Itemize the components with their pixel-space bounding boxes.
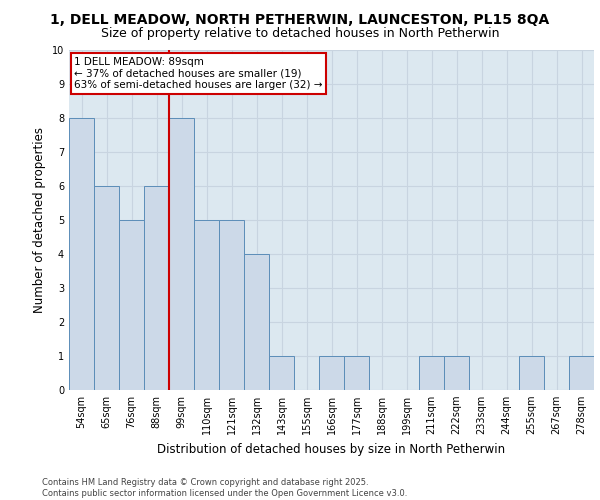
Bar [419,356,444,390]
Text: 1 DELL MEADOW: 89sqm
← 37% of detached houses are smaller (19)
63% of semi-detac: 1 DELL MEADOW: 89sqm ← 37% of detached h… [74,57,323,90]
Bar [69,118,94,390]
X-axis label: Distribution of detached houses by size in North Petherwin: Distribution of detached houses by size … [157,442,506,456]
Bar [444,356,469,390]
Bar [94,186,119,390]
Bar [144,186,169,390]
Bar [244,254,269,390]
Bar [519,356,544,390]
Bar [269,356,294,390]
Bar [119,220,144,390]
Text: 1, DELL MEADOW, NORTH PETHERWIN, LAUNCESTON, PL15 8QA: 1, DELL MEADOW, NORTH PETHERWIN, LAUNCES… [50,12,550,26]
Bar [319,356,344,390]
Text: Contains HM Land Registry data © Crown copyright and database right 2025.
Contai: Contains HM Land Registry data © Crown c… [42,478,407,498]
Bar [569,356,594,390]
Bar [169,118,194,390]
Bar [344,356,369,390]
Bar [219,220,244,390]
Y-axis label: Number of detached properties: Number of detached properties [34,127,46,313]
Text: Size of property relative to detached houses in North Petherwin: Size of property relative to detached ho… [101,28,499,40]
Bar [194,220,219,390]
